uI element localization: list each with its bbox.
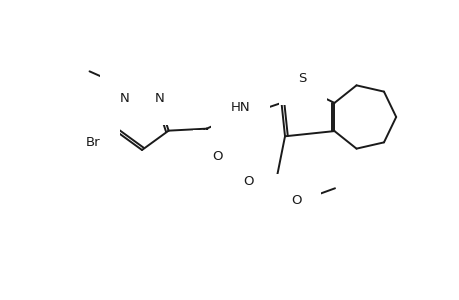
Text: O: O xyxy=(242,175,253,188)
Text: HN: HN xyxy=(230,101,250,114)
Text: O: O xyxy=(212,150,223,163)
Text: Br: Br xyxy=(86,136,101,149)
Text: N: N xyxy=(119,92,129,105)
Text: O: O xyxy=(290,194,301,207)
Text: S: S xyxy=(298,72,306,85)
Text: N: N xyxy=(154,92,164,105)
